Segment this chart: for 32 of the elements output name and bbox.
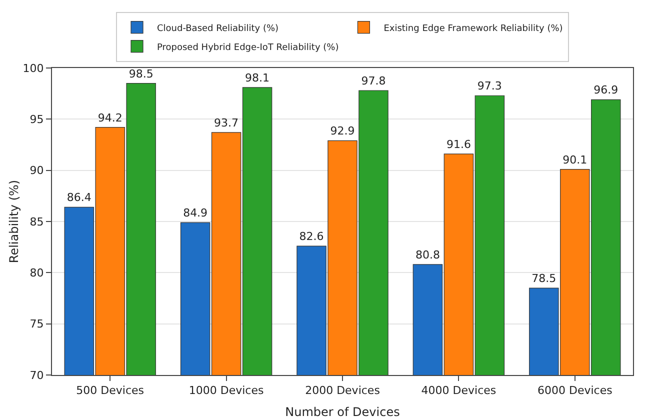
data-label: 91.6 bbox=[446, 138, 471, 151]
data-label: 82.6 bbox=[299, 230, 324, 244]
y-tick-label: 75 bbox=[30, 318, 44, 331]
y-axis-title: Reliability (%) bbox=[7, 180, 21, 264]
data-label: 96.9 bbox=[594, 84, 618, 97]
x-tick-label: 6000 Devices bbox=[537, 384, 613, 398]
data-label: 90.1 bbox=[562, 153, 588, 166]
x-tick-label: 2000 Devices bbox=[305, 384, 380, 398]
legend-label: Proposed Hybrid Edge-IoT Reliability (%) bbox=[157, 42, 339, 53]
data-label: 94.2 bbox=[98, 111, 122, 124]
data-label: 84.9 bbox=[183, 206, 208, 220]
y-tick-label: 70 bbox=[30, 368, 44, 382]
y-tick-label: 100 bbox=[22, 62, 44, 75]
y-tick-label: 95 bbox=[30, 113, 44, 126]
data-label: 98.1 bbox=[245, 71, 270, 84]
data-label: 97.3 bbox=[477, 80, 502, 93]
y-tick-label: 90 bbox=[30, 164, 44, 178]
x-tick-label: 1000 Devices bbox=[188, 384, 264, 398]
data-label: 86.4 bbox=[66, 191, 92, 204]
data-label: 80.8 bbox=[415, 248, 440, 262]
x-axis-title: Number of Devices bbox=[285, 405, 400, 419]
y-tick-label: 80 bbox=[30, 266, 44, 280]
data-label: 92.9 bbox=[330, 124, 355, 138]
y-tick-label: 85 bbox=[30, 215, 44, 228]
data-label: 98.5 bbox=[128, 67, 154, 80]
legend-label: Existing Edge Framework Reliability (%) bbox=[384, 24, 563, 34]
legend-label: Cloud-Based Reliability (%) bbox=[157, 24, 279, 34]
data-label: 78.5 bbox=[532, 272, 556, 286]
x-tick-label: 4000 Devices bbox=[421, 384, 496, 398]
data-label: 93.7 bbox=[214, 116, 239, 130]
data-label: 97.8 bbox=[361, 74, 386, 88]
x-tick-label: 500 Devices bbox=[76, 384, 144, 398]
